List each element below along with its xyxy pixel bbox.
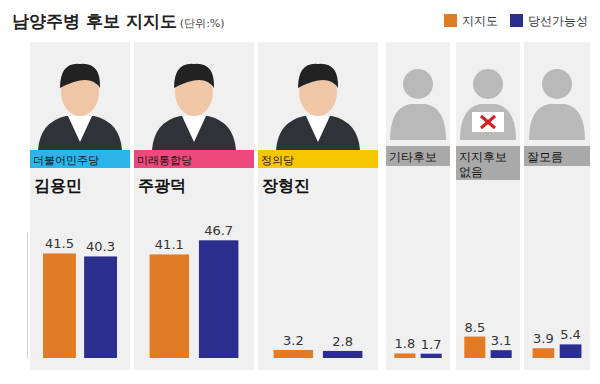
y-axis-line — [27, 233, 28, 359]
bar — [491, 350, 512, 358]
data-label: 3.9 — [533, 331, 554, 346]
cross-mark — [481, 116, 495, 128]
bar — [274, 350, 313, 358]
silhouette-body — [390, 104, 446, 140]
data-label: 2.8 — [332, 334, 353, 349]
blank-card — [472, 112, 504, 132]
portrait-hair — [174, 64, 214, 88]
legend-label: 지지도 — [462, 14, 498, 28]
column-bg — [30, 42, 130, 370]
party-box — [258, 150, 378, 168]
column-bg — [524, 42, 590, 370]
category-box — [456, 146, 520, 180]
data-labels: 41.5 40.3 41.1 46.7 3.2 2.8 1.8 1.7 8.5 3.1 3.9 5.4 — [45, 223, 581, 351]
bar — [533, 348, 555, 358]
y-axis — [27, 233, 28, 359]
data-label: 3.1 — [491, 333, 512, 348]
column-bg — [258, 42, 378, 370]
silhouette-head — [542, 69, 572, 99]
category-labels: 더불어민주당김용민 미래통합당주광덕 정의당장형진 기타후보 지지후보없음 잘모름 — [30, 146, 590, 195]
portrait-hair — [60, 64, 100, 88]
title: 남양주병 후보 지지도 — [12, 11, 177, 31]
bar — [464, 337, 485, 358]
bar — [43, 253, 76, 358]
column-bg — [134, 42, 254, 370]
bar — [421, 354, 442, 358]
bar — [150, 254, 189, 358]
category-label: 기타후보 — [389, 150, 437, 164]
silhouette-head — [403, 69, 433, 99]
silhouette-body — [529, 104, 585, 140]
column-bg — [456, 42, 520, 370]
category-label: 김용민 — [34, 176, 82, 195]
subtitle: (단위:%) — [180, 17, 225, 30]
portrait-body — [38, 116, 122, 150]
party-box — [134, 150, 254, 168]
column-bg — [386, 42, 450, 370]
party-label: 더불어민주당 — [33, 154, 99, 167]
data-label: 5.4 — [560, 327, 581, 342]
silhouette-head — [473, 69, 503, 99]
columns — [30, 42, 590, 370]
data-label: 46.7 — [204, 223, 233, 238]
bar — [84, 256, 117, 358]
portrait-shirt — [306, 116, 330, 142]
legend: 당선가능성 지지도 — [444, 14, 588, 28]
category-label: 잘모름 — [527, 150, 563, 164]
bar — [323, 351, 362, 358]
data-label: 3.2 — [283, 333, 304, 348]
category-box — [386, 146, 450, 166]
portrait-shirt — [182, 116, 206, 142]
party-label: 미래통합당 — [137, 154, 192, 167]
category-label: 지지후보없음 — [459, 150, 507, 179]
data-label: 41.5 — [45, 236, 74, 251]
portrait-shirt — [68, 116, 92, 142]
data-label: 40.3 — [86, 239, 115, 254]
data-label: 41.1 — [155, 237, 184, 252]
category-label: 장형진 — [262, 176, 310, 195]
data-label: 1.7 — [421, 337, 442, 352]
bar — [199, 240, 238, 358]
data-label: 1.8 — [395, 336, 416, 351]
bar — [560, 344, 582, 358]
chart: 남양주병 후보 지지도(단위:%) 당선가능성 지지도더불어민주당김용민 미래통합당주… — [0, 0, 600, 384]
portrait-body — [276, 116, 360, 150]
legend-label: 당선가능성 — [528, 14, 588, 28]
bar — [394, 353, 415, 358]
portrait-body — [152, 116, 236, 150]
party-label: 정의당 — [261, 154, 294, 167]
legend-swatch — [510, 14, 523, 27]
silhouette-body — [460, 104, 516, 140]
party-box — [30, 150, 130, 168]
data-label: 8.5 — [465, 320, 486, 335]
portrait-hair — [298, 64, 338, 88]
legend-swatch — [444, 14, 457, 27]
category-label: 주광덕 — [138, 176, 186, 195]
category-box — [524, 146, 590, 166]
bars — [43, 240, 581, 358]
